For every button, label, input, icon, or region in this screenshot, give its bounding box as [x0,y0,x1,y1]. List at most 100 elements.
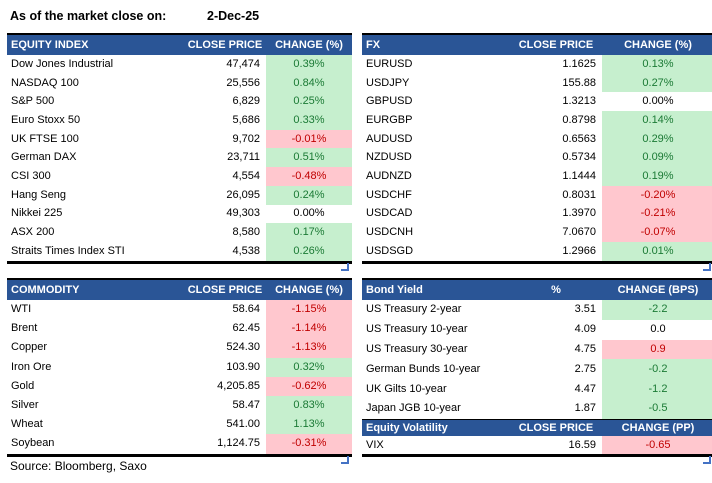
change-value: -1.15% [266,300,352,320]
instrument-name: UK Gilts 10-year [366,382,447,395]
change-value: 0.09% [602,148,712,168]
change-value: 1.13% [266,415,352,435]
close-price: 47,474 [226,57,260,70]
close-price: 49,303 [226,207,260,220]
change-value: -0.62% [266,376,352,396]
change-value: 0.83% [266,395,352,416]
close-price: 23,711 [227,151,260,164]
table-row: S&P 500 6,829 0.25% [7,92,352,112]
change-value: 0.84% [266,73,352,93]
table-row: AUDNZD 1.1444 0.19% [362,167,712,186]
header-row: EQUITY INDEX CLOSE PRICE CHANGE (%) [7,34,352,55]
table-row: Dow Jones Industrial 47,474 0.39% [7,55,352,74]
change-value: 0.25% [266,92,352,112]
instrument-name: Dow Jones Industrial [11,57,114,70]
column-header: CHANGE (BPS) [602,279,712,300]
table-row: CSI 300 4,554 -0.48% [7,167,352,186]
change-value: 0.24% [266,185,352,205]
bond-yield-table: Bond Yield% CHANGE (BPS) US Treasury 2-yea… [362,278,712,419]
column-header: EQUITY INDEX [7,34,184,55]
instrument-name: German DAX [11,151,77,164]
column-header: CLOSE PRICE [184,34,266,55]
close-price: 2.75 [574,362,596,375]
table-row: EURGBP 0.8798 0.14% [362,111,712,130]
fx-section: FX CLOSE PRICE CHANGE (%) EURUSD 1.1625 0.13%… [362,33,712,271]
table-row: Gold 4,205.85 -0.62% [7,376,352,396]
change-value: -0.01% [266,129,352,149]
close-price: 103.90 [226,360,260,373]
close-price: 4.75 [574,342,596,355]
instrument-name: Straits Times Index STI [11,244,125,257]
close-price: 58.47 [232,399,260,412]
table-row: Euro Stoxx 50 5,686 0.33% [7,111,352,130]
change-value: -0.65 [602,435,712,456]
instrument-name: EURGBP [366,113,413,126]
table-row: Soybean 1,124.75 -0.31% [7,434,352,455]
corner-marker-icon [703,456,711,465]
change-value: 0.26% [266,241,352,263]
instrument-name: Japan JGB 10-year [366,402,461,415]
close-price: 7.0670 [562,226,596,239]
table-row: German DAX 23,711 0.51% [7,148,352,168]
table-row: Straits Times Index STI 4,538 0.26% [7,241,352,263]
table-row: GBPUSD 1.3213 0.00% [362,92,712,111]
change-value: 0.00% [642,95,674,108]
table-row: UK Gilts 10-year 4.47 -1.2 [362,379,712,399]
corner-marker-icon [341,262,349,271]
as-of-date: 2-Dec-25 [207,9,260,23]
close-price: 1,124.75 [217,437,260,450]
table-row: US Treasury 2-year 3.51 -2.2 [362,300,712,320]
change-value: 0.0 [650,323,666,336]
close-price: 0.8031 [562,188,596,201]
instrument-name: USDSGD [366,244,414,257]
instrument-name: USDCAD [366,207,413,220]
equity-volatility-table: Equity Volatility CLOSE PRICE CHANGE (PP) V… [362,418,712,458]
table-row: USDCHF 0.8031 -0.20% [362,185,712,205]
source-note: Source: Bloomberg, Saxo [10,459,147,473]
close-price: 4,554 [232,169,260,182]
table-row: Japan JGB 10-year 1.87 -0.5 [362,398,712,419]
column-header: CLOSE PRICE [510,419,602,436]
instrument-name: US Treasury 2-year [366,303,462,316]
corner-marker-icon [341,455,349,464]
instrument-name: NZDUSD [366,151,412,164]
instrument-name: Hang Seng [11,188,67,201]
instrument-name: Soybean [11,437,55,450]
change-value: 0.13% [602,55,712,74]
instrument-name: Nikkei 225 [11,207,63,220]
change-value: -0.07% [602,223,712,242]
instrument-name: Iron Ore [11,360,52,373]
close-price: 1.1444 [562,169,596,182]
table-row: VIX 16.59 -0.65 [362,435,712,456]
header-row: COMMODITY CLOSE PRICE CHANGE (%) [7,279,352,300]
change-value: 0.00% [293,207,325,220]
close-price: 6,829 [232,95,260,108]
close-price: 4.47 [574,382,596,395]
table-row: Wheat 541.00 1.13% [7,415,352,435]
close-price: 62.45 [232,322,260,335]
close-price: 1.1625 [562,57,596,70]
close-price: 1.87 [574,402,596,415]
column-header: CHANGE (%) [266,279,352,300]
instrument-name: USDCNH [366,226,414,239]
instrument-name: CSI 300 [11,169,51,182]
column-header: CLOSE PRICE [510,34,602,55]
column-header: Bond Yield [362,279,510,300]
change-value: -2.2 [602,300,712,320]
close-price: 1.3213 [562,95,596,108]
close-price: 1.3970 [562,207,596,220]
instrument-name: AUDUSD [366,132,413,145]
change-value: 0.19% [602,167,712,186]
instrument-name: EURUSD [366,57,413,70]
change-value: 0.39% [266,55,352,74]
instrument-name: German Bunds 10-year [366,362,481,375]
close-price: 3.51 [574,303,596,316]
change-value: -1.14% [266,319,352,339]
close-price: 0.8798 [562,113,596,126]
table-row: USDSGD 1.2966 0.01% [362,241,712,263]
instrument-name: Copper [11,341,48,354]
close-price: 8,580 [232,226,260,239]
column-header: Equity Volatility [362,419,510,436]
change-value: 0.33% [266,111,352,130]
